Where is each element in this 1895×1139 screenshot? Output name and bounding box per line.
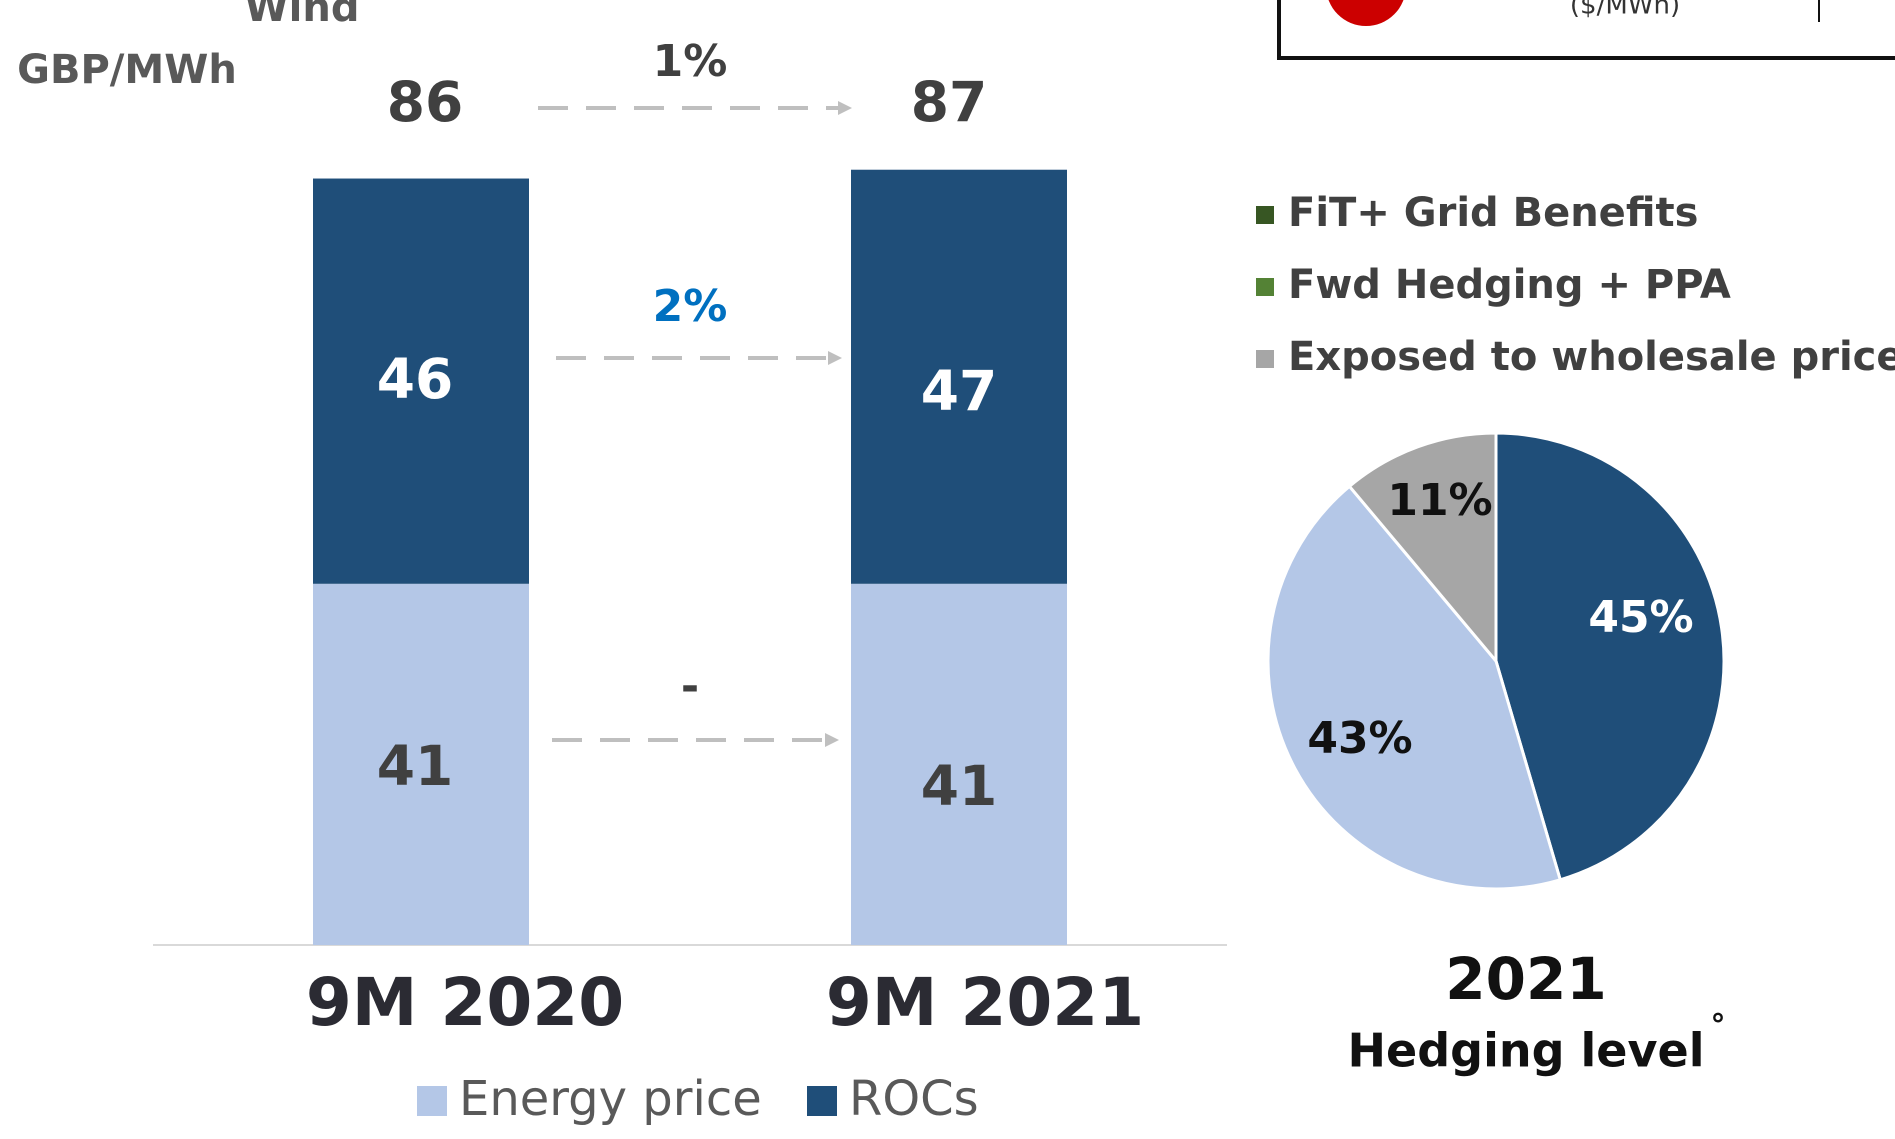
legend-swatch — [1256, 206, 1274, 224]
bar-segment — [851, 583, 1067, 945]
box-unit: ($/MWh) — [1570, 0, 1680, 21]
pie-slice — [1347, 431, 1498, 666]
legend-label: FiT+ Grid Benefits — [1288, 190, 1698, 236]
bar-label: 47 — [921, 359, 998, 423]
slice-label: 45% — [1588, 592, 1693, 643]
legend-swatch — [1256, 350, 1274, 368]
flag-icon — [1328, 0, 1404, 26]
legend-label: Fwd Hedging + PPA — [1288, 262, 1731, 308]
legend-label: Exposed to wholesale price — [1288, 334, 1895, 380]
bar-segment — [851, 169, 1067, 584]
bar-label: 41 — [921, 754, 998, 818]
change-label: 2% — [653, 281, 728, 332]
info-box — [1277, 0, 1895, 60]
legend-label: Energy price — [459, 1071, 762, 1127]
bar-label: 41 — [377, 734, 454, 798]
pie-title: 2021 — [1445, 945, 1606, 1013]
pie-note: ° — [1711, 1009, 1726, 1044]
legend-swatch — [807, 1086, 837, 1116]
x-tick-label: 9M 2021 — [826, 964, 1144, 1041]
header-wind: Wind — [245, 0, 360, 31]
arrow-head — [828, 351, 842, 365]
total-label: 87 — [911, 70, 988, 134]
x-tick-label: 9M 2020 — [306, 964, 624, 1041]
change-label: - — [681, 661, 699, 712]
slice-label: 11% — [1387, 475, 1492, 526]
arrow-head — [838, 101, 852, 115]
total-label: 86 — [387, 70, 464, 134]
legend-label: ROCs — [849, 1071, 979, 1127]
arrow-head — [825, 733, 839, 747]
pie-slice — [1494, 431, 1726, 882]
unit-label: GBP/MWh — [17, 47, 237, 93]
slice-label: 43% — [1307, 713, 1412, 764]
pie-subtitle: Hedging level — [1348, 1024, 1705, 1078]
pie-slice — [1266, 484, 1563, 891]
bar-segment — [313, 583, 529, 945]
bar-segment — [313, 178, 529, 584]
legend-swatch — [417, 1086, 447, 1116]
bar-label: 46 — [377, 347, 454, 411]
change-label: 1% — [653, 36, 728, 87]
legend-swatch — [1256, 278, 1274, 296]
